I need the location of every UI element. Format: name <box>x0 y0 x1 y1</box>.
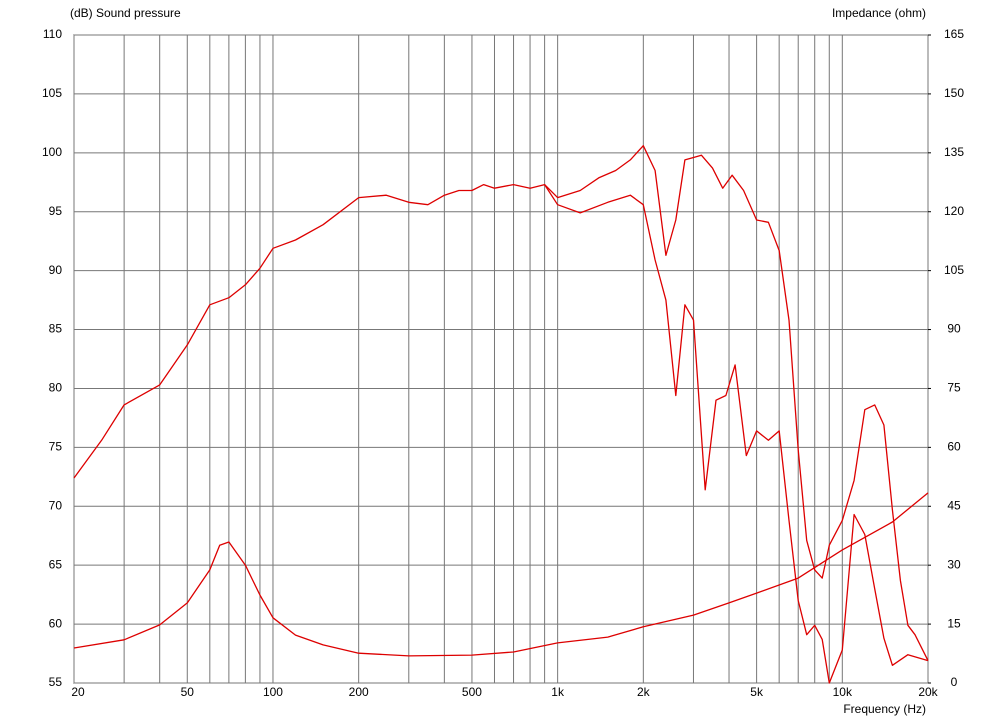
x-tick-label: 100 <box>263 685 283 699</box>
y-tick-label: 95 <box>49 204 63 218</box>
y-tick-label: 55 <box>49 675 63 689</box>
x-tick-label: 10k <box>833 685 853 699</box>
series-line <box>73 492 929 657</box>
y2-tick-label: 120 <box>944 204 964 218</box>
x-tick-label: 1k <box>551 685 565 699</box>
y-tick-label: 100 <box>42 145 62 159</box>
y2-tick-label: 45 <box>947 498 961 512</box>
y-tick-label: 105 <box>42 86 62 100</box>
y-tick-label: 70 <box>49 498 63 512</box>
y-axis-label: (dB) Sound pressure <box>70 6 181 20</box>
x-tick-label: 5k <box>750 685 764 699</box>
y-tick-label: 85 <box>49 322 63 336</box>
x-tick-label: 20 <box>71 685 85 699</box>
y2-tick-label: 15 <box>947 616 961 630</box>
y2-tick-label: 165 <box>944 27 964 41</box>
y-tick-label: 80 <box>49 381 63 395</box>
x-tick-label: 2k <box>637 685 651 699</box>
y2-tick-label: 150 <box>944 86 964 100</box>
y2-tick-label: 75 <box>947 381 961 395</box>
series-line <box>544 184 929 684</box>
x-tick-label: 50 <box>181 685 195 699</box>
y2-tick-label: 105 <box>944 263 964 277</box>
y2-tick-label: 60 <box>947 440 961 454</box>
y-tick-label: 110 <box>43 27 62 41</box>
y2-tick-label: 135 <box>944 145 964 159</box>
y-tick-label: 90 <box>49 263 63 277</box>
y2-tick-label: 30 <box>947 557 961 571</box>
y2-tick-label: 0 <box>951 675 958 689</box>
series-line <box>73 145 929 661</box>
y-tick-label: 65 <box>49 557 63 571</box>
y2-axis-label: Impedance (ohm) <box>832 6 926 20</box>
x-axis-label: Frequency (Hz) <box>843 702 926 716</box>
x-tick-label: 500 <box>462 685 482 699</box>
x-tick-label: 20k <box>918 685 938 699</box>
y-tick-label: 60 <box>49 616 63 630</box>
x-tick-label: 200 <box>349 685 369 699</box>
y-tick-label: 75 <box>49 440 63 454</box>
y2-tick-label: 90 <box>947 322 961 336</box>
